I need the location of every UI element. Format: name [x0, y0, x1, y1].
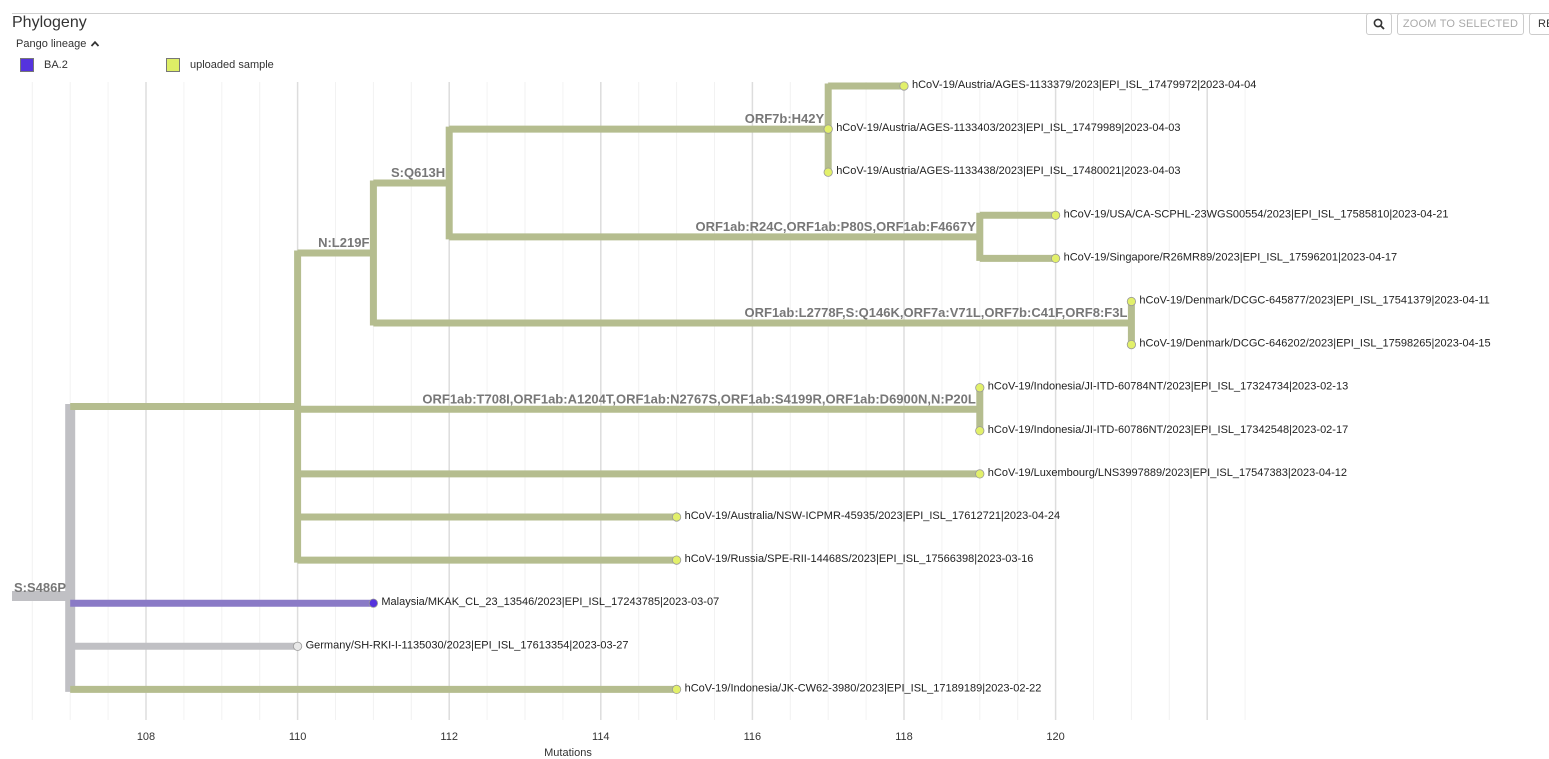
node-layer	[292, 81, 1137, 695]
tip-node	[1051, 253, 1061, 263]
mutation-label: S:Q613H	[391, 165, 445, 180]
x-tick-label: 120	[1046, 731, 1064, 743]
tip-node	[1126, 296, 1137, 307]
tip-node	[1126, 339, 1137, 350]
tip-node	[823, 167, 833, 177]
label-layer: S:S486P N:L219F S:Q613H ORF7b:H42Y ORF1ab:R2…	[14, 79, 1491, 694]
tip-node	[671, 555, 682, 565]
legend-item-uploaded-sample[interactable]: uploaded sample	[166, 58, 274, 72]
mutation-label: ORF1ab:T708I,ORF1ab:A1204T,ORF1ab:N2767S…	[422, 391, 975, 406]
x-tick-label: 112	[440, 731, 458, 743]
tip-label: hCoV-19/Singapore/R26MR89/2023|EPI_ISL_1…	[1064, 251, 1398, 263]
chevron-up-icon	[91, 40, 100, 47]
x-tick-label: 108	[137, 731, 155, 743]
tip-label: hCoV-19/Austria/AGES-1133379/2023|EPI_IS…	[912, 79, 1256, 91]
mutation-label: ORF7b:H42Y	[745, 111, 825, 126]
tip-label: hCoV-19/Austria/AGES-1133403/2023|EPI_IS…	[836, 122, 1180, 134]
legend-title-label: Pango lineage	[16, 38, 87, 50]
tip-label: hCoV-19/Russia/SPE-RII-14468S/2023|EPI_I…	[685, 553, 1034, 565]
tip-label: Germany/SH-RKI-I-1135030/2023|EPI_ISL_17…	[306, 639, 629, 651]
x-tick-label: 116	[744, 731, 762, 743]
tip-node	[292, 641, 303, 651]
header-divider	[12, 13, 1549, 14]
legend-label-ba2: BA.2	[44, 59, 68, 71]
tip-node	[899, 81, 909, 91]
x-tick-label: 114	[592, 731, 610, 743]
tip-label: hCoV-19/Denmark/DCGC-645877/2023|EPI_ISL…	[1139, 295, 1489, 307]
tip-label: hCoV-19/Australia/NSW-ICPMR-45935/2023|E…	[685, 510, 1060, 522]
tip-node	[975, 426, 985, 436]
legend-label-uploaded-sample: uploaded sample	[190, 59, 274, 71]
mutation-label: N:L219F	[318, 235, 369, 250]
tip-node	[975, 469, 985, 479]
legend-toggle[interactable]: Pango lineage	[16, 38, 100, 50]
tip-label: hCoV-19/USA/CA-SCPHL-23WGS00554/2023|EPI…	[1064, 208, 1449, 220]
x-axis-label: Mutations	[544, 747, 592, 759]
zoom-to-selected-button[interactable]: ZOOM TO SELECTED	[1397, 13, 1524, 35]
reset-button[interactable]: RE	[1529, 13, 1549, 35]
tip-label: hCoV-19/Denmark/DCGC-646202/2023|EPI_ISL…	[1139, 338, 1490, 350]
tip-label: hCoV-19/Austria/AGES-1133438/2023|EPI_IS…	[836, 165, 1180, 177]
legend-item-ba2[interactable]: BA.2	[20, 58, 68, 72]
tip-node	[823, 124, 833, 134]
tip-node	[671, 512, 682, 522]
search-icon	[1373, 18, 1385, 30]
mutation-label-root: S:S486P	[14, 580, 66, 595]
x-tick-label: 110	[289, 731, 307, 743]
mutation-label: ORF1ab:L2778F,S:Q146K,ORF7a:V71L,ORF7b:C…	[745, 305, 1128, 320]
legend-swatch-uploaded-sample	[166, 58, 180, 72]
tip-node	[1051, 210, 1061, 220]
tip-label: hCoV-19/Indonesia/JK-CW62-3980/2023|EPI_…	[685, 682, 1042, 694]
legend-swatch-ba2	[20, 58, 34, 72]
tip-node	[368, 598, 378, 608]
branch-layer	[12, 82, 1135, 693]
search-button[interactable]	[1366, 13, 1392, 35]
tip-label: hCoV-19/Luxembourg/LNS3997889/2023|EPI_I…	[988, 467, 1347, 479]
tip-label: hCoV-19/Indonesia/JI-ITD-60786NT/2023|EP…	[988, 424, 1348, 436]
tip-label: Malaysia/MKAK_CL_23_13546/2023|EPI_ISL_1…	[381, 596, 719, 608]
tip-node	[975, 383, 985, 393]
tip-label: hCoV-19/Indonesia/JI-ITD-60784NT/2023|EP…	[988, 381, 1348, 393]
panel-title: Phylogeny	[12, 14, 87, 31]
axis-layer: 108 110 112 114 116 118 120 Mutations	[137, 731, 1065, 759]
mutation-label: ORF1ab:R24C,ORF1ab:P80S,ORF1ab:F4667Y	[695, 219, 976, 234]
tip-node	[671, 684, 682, 695]
x-tick-label: 118	[895, 731, 913, 743]
